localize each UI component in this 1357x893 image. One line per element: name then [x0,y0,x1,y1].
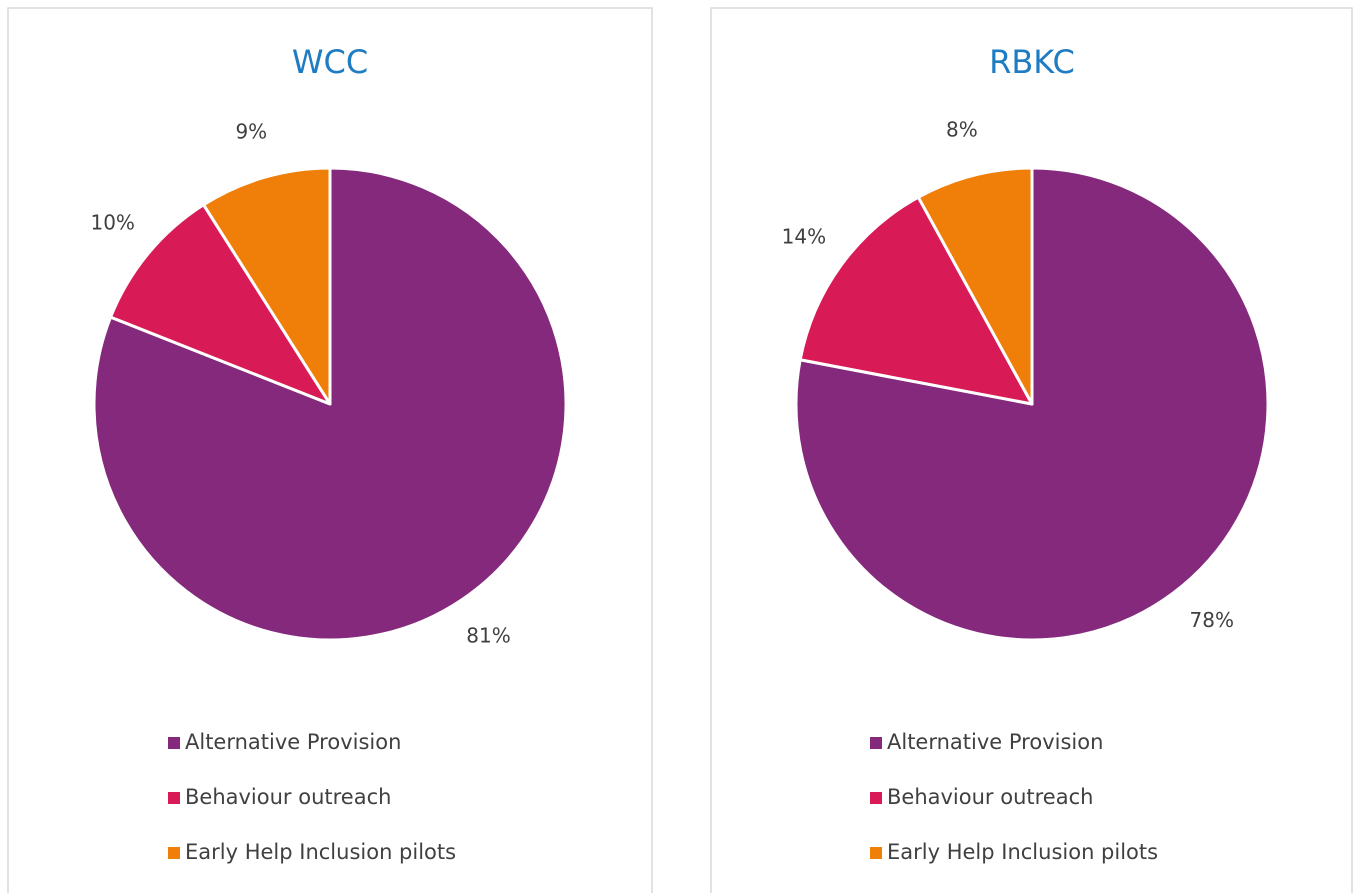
legend-label: Behaviour outreach [185,785,391,809]
legend-label: Early Help Inclusion pilots [185,840,456,864]
legend-swatch [168,792,180,804]
legend-label: Alternative Provision [185,730,401,754]
pie-slice [798,195,1034,406]
legend-swatch [870,792,882,804]
chart-title: WCC [292,43,368,81]
legend-label: Early Help Inclusion pilots [887,840,1158,864]
pie-slice [109,203,332,406]
legend-label: Behaviour outreach [887,785,1093,809]
data-label: 8% [946,117,978,141]
legend-swatch [870,737,882,749]
pie-slice [916,166,1034,406]
legend-swatch [870,847,882,859]
data-label: 81% [466,624,510,648]
legend-swatch [168,737,180,749]
data-label: 9% [235,120,267,144]
data-label: 10% [90,211,134,235]
legend-swatch [168,847,180,859]
legend-label: Alternative Provision [887,730,1103,754]
chart-title: RBKC [989,43,1075,81]
panel-border [710,7,1353,893]
pie-slice [202,166,332,406]
data-label: 78% [1190,608,1234,632]
panel-border [7,7,653,893]
data-label: 14% [782,225,826,249]
